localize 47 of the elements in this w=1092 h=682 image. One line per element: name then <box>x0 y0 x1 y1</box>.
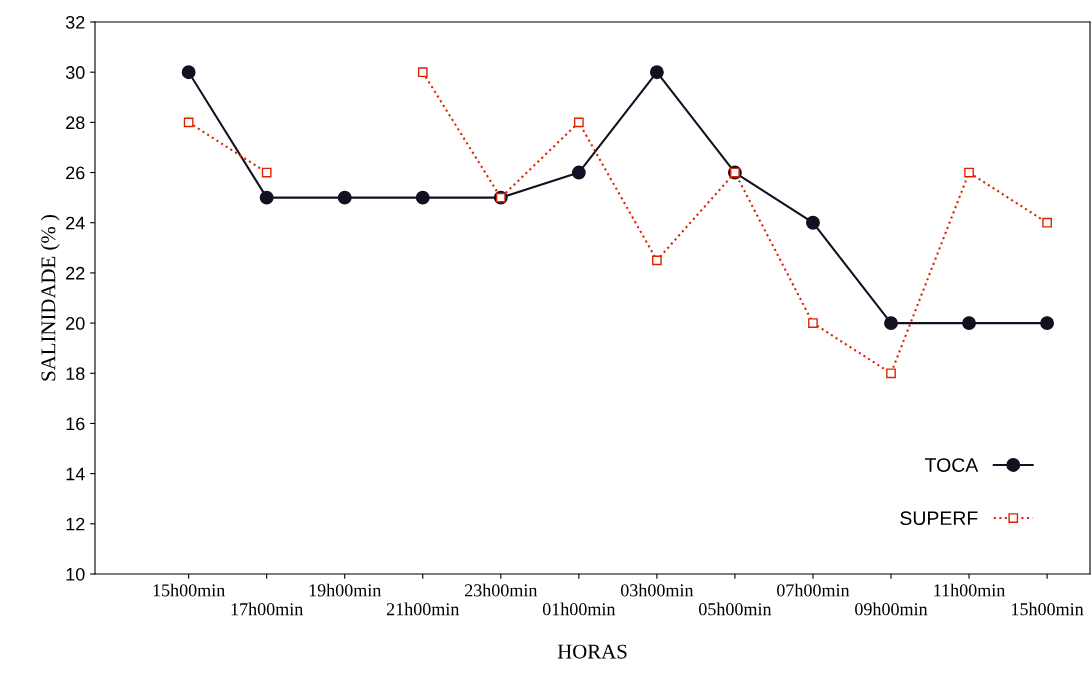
y-tick-label: 20 <box>66 317 85 330</box>
y-tick-label: 12 <box>66 517 85 531</box>
y-tick-label: 22 <box>66 266 85 280</box>
point <box>181 65 196 80</box>
point <box>1040 316 1055 331</box>
point <box>652 255 662 266</box>
y-tick-label: 14 <box>66 467 85 481</box>
point <box>962 316 976 331</box>
point <box>415 190 430 205</box>
x-tick-label: 11h00min <box>934 583 1006 597</box>
point <box>183 117 194 128</box>
x-tick-label: 09h00min <box>855 602 928 616</box>
legend-label: TOCA <box>925 458 979 472</box>
point <box>1042 217 1052 228</box>
point <box>884 316 898 331</box>
point <box>808 318 818 328</box>
point <box>261 167 272 178</box>
point <box>337 190 352 205</box>
x-tick-label: 05h00min <box>699 602 772 616</box>
point <box>649 65 664 80</box>
x-tick-label: 15h00min <box>153 583 225 597</box>
y-axis-title: SALINIDADE (% ) <box>40 215 60 381</box>
y-tick-label: 28 <box>66 116 85 130</box>
y-tick-label: 30 <box>65 66 85 79</box>
legend-label: SUPERF <box>900 511 978 526</box>
x-tick-label: 01h00min <box>542 602 616 616</box>
point <box>886 368 896 379</box>
point <box>571 165 586 180</box>
point <box>964 167 974 178</box>
x-tick-label: 23h00min <box>464 583 538 597</box>
x-tick-label: 19h00min <box>309 583 382 597</box>
point <box>417 67 428 78</box>
y-tick-label: 16 <box>66 417 85 431</box>
x-tick-label: 03h00min <box>620 583 694 597</box>
x-axis-title: HORAS <box>557 644 627 659</box>
x-tick-label: 15h00min <box>1012 602 1084 616</box>
y-tick-label: 10 <box>66 567 85 581</box>
x-tick-label: 17h00min <box>231 602 304 616</box>
point <box>259 190 274 205</box>
y-tick-label: 32 <box>65 15 85 29</box>
x-tick-label: 21h00min <box>386 602 460 616</box>
point <box>573 117 584 128</box>
y-tick-label: 26 <box>66 166 85 180</box>
point <box>806 215 820 230</box>
y-tick-label: 18 <box>66 367 85 380</box>
x-tick-label: 07h00min <box>777 583 850 597</box>
y-tick-label: 24 <box>66 216 85 230</box>
